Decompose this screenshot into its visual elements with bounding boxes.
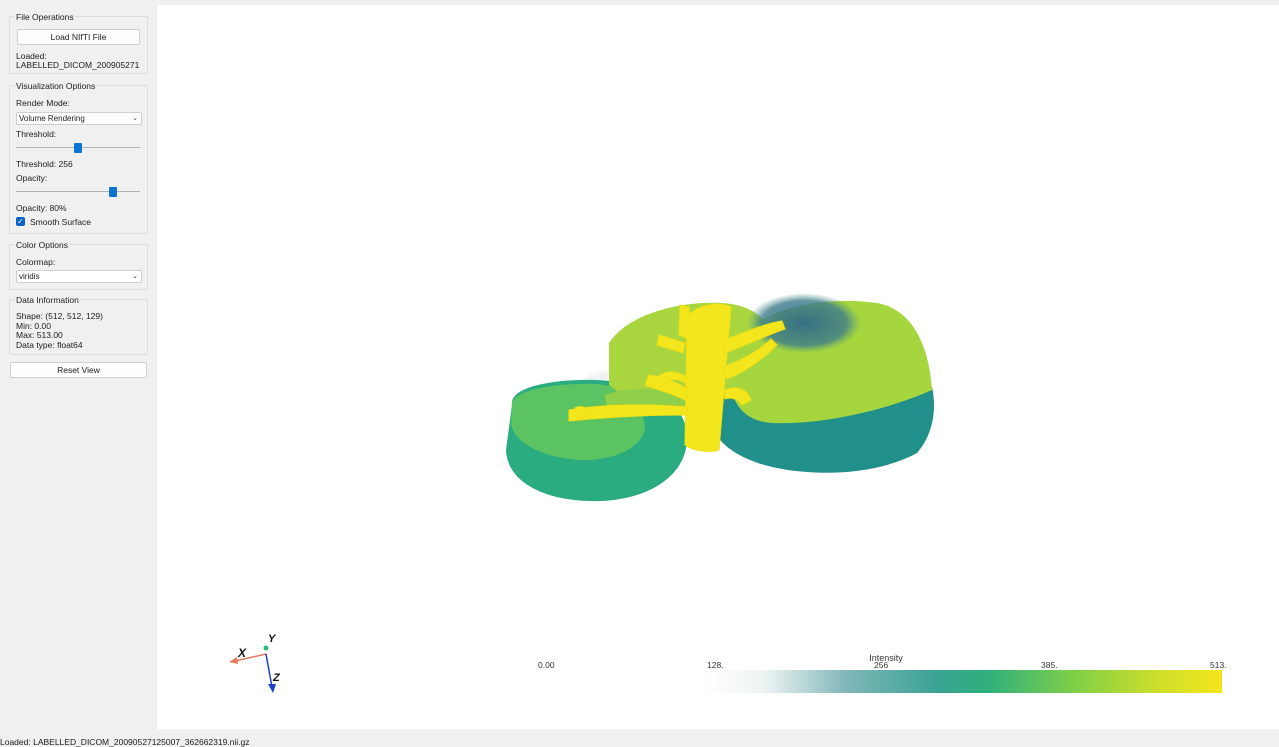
orientation-axes-widget: X Y Z — [229, 633, 281, 693]
smooth-surface-checkbox[interactable]: ✓ — [16, 217, 25, 226]
y-axis-label: Y — [268, 633, 277, 645]
smooth-surface-label[interactable]: Smooth Surface — [30, 217, 91, 227]
x-axis-label: X — [237, 646, 247, 660]
visualization-options-group: Visualization Options Render Mode: Volum… — [9, 81, 148, 234]
visualization-options-title: Visualization Options — [15, 81, 97, 91]
loaded-filename: LABELLED_DICOM_20090527125007_362662319.… — [16, 60, 140, 70]
opacity-slider-handle[interactable] — [108, 187, 117, 197]
data-shape: Shape: (512, 512, 129) — [16, 311, 103, 321]
z-axis-arrow-icon — [268, 684, 276, 693]
control-sidebar: File Operations Load NIfTI File Loaded: … — [0, 0, 152, 730]
volume-render-canvas: X Y Z Intensity — [229, 293, 1222, 693]
x-axis-line — [234, 653, 267, 662]
opacity-label: Opacity: — [16, 173, 48, 183]
colormap-select[interactable]: viridis ⌄ — [16, 270, 142, 283]
volume-rendering — [506, 293, 935, 502]
data-max: Max: 513.00 — [16, 330, 63, 340]
colorbar-title: Intensity — [869, 653, 903, 663]
colorbar-gradient — [702, 670, 1222, 693]
3d-render-viewport[interactable]: X Y Z Intensity 0.00 128. 256 385. 513. — [157, 5, 1279, 729]
reset-view-button[interactable]: Reset View — [10, 362, 147, 378]
threshold-slider[interactable] — [16, 142, 140, 154]
file-operations-group: File Operations Load NIfTI File Loaded: … — [9, 12, 148, 74]
data-information-title: Data Information — [15, 295, 80, 305]
threshold-slider-handle[interactable] — [74, 143, 82, 153]
opacity-value: Opacity: 80% — [16, 203, 67, 213]
data-min: Min: 0.00 — [16, 320, 51, 331]
chevron-down-icon: ⌄ — [132, 273, 138, 280]
loaded-label: Loaded: — [16, 51, 47, 61]
chevron-down-icon: ⌄ — [132, 115, 138, 122]
colorbar-tick-4: 513. — [1210, 660, 1227, 670]
color-options-group: Color Options Colormap: viridis ⌄ — [9, 240, 148, 290]
load-nifti-button[interactable]: Load NIfTI File — [17, 29, 140, 45]
color-options-title: Color Options — [15, 240, 69, 250]
data-type: Data type: float64 — [16, 339, 83, 350]
colormap-label: Colormap: — [16, 257, 56, 267]
threshold-label: Threshold: — [16, 129, 57, 139]
colorbar-tick-3: 385. — [1041, 660, 1058, 670]
intensity-colorbar: Intensity — [702, 653, 1222, 693]
colormap-value: viridis — [19, 272, 40, 281]
checkmark-icon: ✓ — [17, 217, 24, 226]
data-information-group: Data Information Shape: (512, 512, 129) … — [9, 295, 148, 355]
x-axis-arrow-icon — [229, 657, 238, 664]
render-mode-select[interactable]: Volume Rendering ⌄ — [16, 112, 142, 125]
y-axis-dot-icon — [263, 645, 269, 651]
colorbar-tick-2: 256 — [874, 660, 889, 670]
z-axis-label: Z — [272, 672, 281, 684]
colorbar-tick-0: 0.00 — [538, 660, 555, 670]
colorbar-tick-1: 128. — [707, 660, 724, 670]
file-operations-title: File Operations — [15, 12, 75, 22]
render-mode-label: Render Mode: — [16, 98, 70, 108]
status-bar: Loaded: LABELLED_DICOM_20090527125007_36… — [0, 737, 250, 747]
opacity-slider-track — [16, 191, 140, 192]
z-axis-line — [265, 653, 273, 688]
threshold-value: Threshold: 256 — [16, 159, 73, 169]
opacity-slider[interactable] — [16, 186, 140, 198]
render-mode-value: Volume Rendering — [19, 114, 85, 123]
